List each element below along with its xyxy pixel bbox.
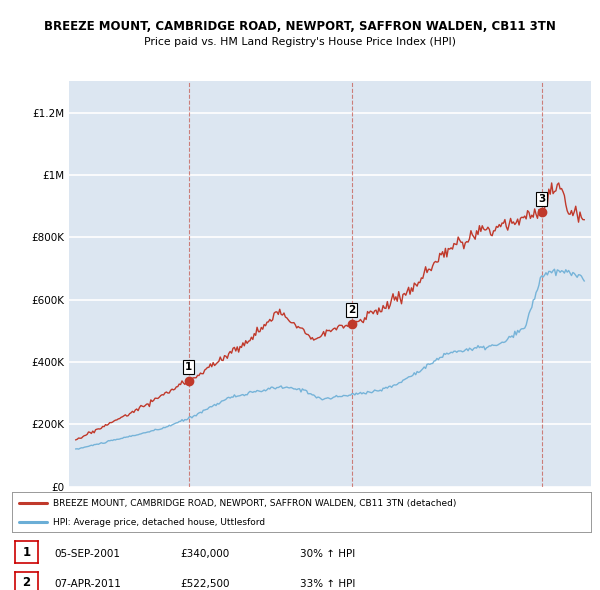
Text: £522,500: £522,500 <box>180 579 229 589</box>
Text: 2: 2 <box>22 576 31 589</box>
Text: HPI: Average price, detached house, Uttlesford: HPI: Average price, detached house, Uttl… <box>53 517 265 527</box>
Text: 2: 2 <box>348 305 355 315</box>
Text: BREEZE MOUNT, CAMBRIDGE ROAD, NEWPORT, SAFFRON WALDEN, CB11 3TN: BREEZE MOUNT, CAMBRIDGE ROAD, NEWPORT, S… <box>44 20 556 33</box>
Text: 3: 3 <box>538 194 545 204</box>
Text: £340,000: £340,000 <box>180 549 229 559</box>
Text: 30% ↑ HPI: 30% ↑ HPI <box>300 549 355 559</box>
Text: Price paid vs. HM Land Registry's House Price Index (HPI): Price paid vs. HM Land Registry's House … <box>144 38 456 47</box>
Text: 1: 1 <box>22 546 31 559</box>
Text: 07-APR-2011: 07-APR-2011 <box>54 579 121 589</box>
Text: 33% ↑ HPI: 33% ↑ HPI <box>300 579 355 589</box>
Text: 05-SEP-2001: 05-SEP-2001 <box>54 549 120 559</box>
Text: BREEZE MOUNT, CAMBRIDGE ROAD, NEWPORT, SAFFRON WALDEN, CB11 3TN (detached): BREEZE MOUNT, CAMBRIDGE ROAD, NEWPORT, S… <box>53 499 456 508</box>
Text: 1: 1 <box>185 362 193 372</box>
